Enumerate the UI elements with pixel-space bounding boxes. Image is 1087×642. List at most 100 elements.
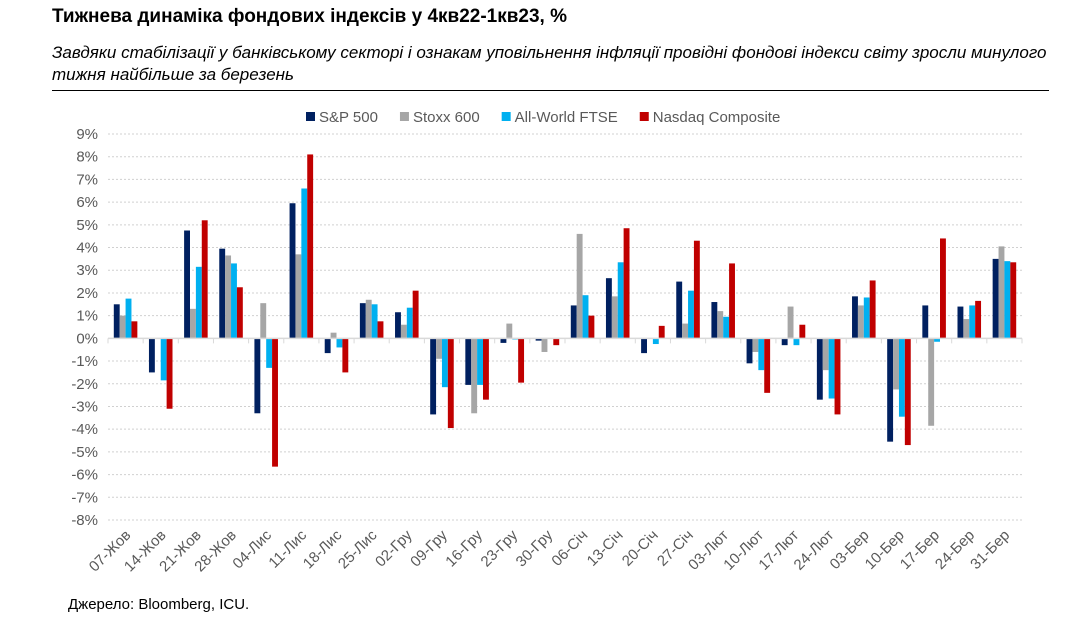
bar-nasdaq-composite — [483, 338, 489, 400]
bar-all-world-ftse — [863, 297, 870, 339]
bar-stoxx-600 — [260, 303, 267, 339]
bar-nasdaq-composite — [307, 154, 314, 339]
bar-s-p-500 — [992, 258, 999, 339]
y-tick-label: 0% — [76, 330, 98, 347]
bar-all-world-ftse — [1004, 261, 1011, 339]
y-tick-label: 4% — [76, 240, 98, 257]
bar-stoxx-600 — [436, 338, 442, 359]
header-divider — [52, 90, 1049, 91]
bar-all-world-ftse — [160, 338, 167, 381]
bar-nasdaq-composite — [975, 300, 982, 339]
bar-stoxx-600 — [471, 338, 478, 414]
bar-s-p-500 — [887, 338, 894, 442]
bar-all-world-ftse — [828, 338, 835, 399]
bar-all-world-ftse — [758, 338, 765, 371]
bar-s-p-500 — [676, 281, 683, 339]
bar-s-p-500 — [465, 338, 472, 385]
bar-stoxx-600 — [717, 311, 724, 339]
bar-nasdaq-composite — [166, 338, 173, 409]
bar-stoxx-600 — [541, 338, 548, 352]
bar-stoxx-600 — [576, 233, 583, 339]
bar-s-p-500 — [641, 338, 647, 354]
bar-all-world-ftse — [582, 295, 589, 339]
bar-stoxx-600 — [893, 338, 899, 390]
bar-all-world-ftse — [301, 188, 308, 339]
y-tick-label: -2% — [71, 376, 98, 393]
x-tick-label: 24-Лют — [791, 527, 838, 574]
bar-all-world-ftse — [617, 262, 624, 339]
bar-all-world-ftse — [898, 338, 905, 417]
legend-swatch — [639, 112, 649, 121]
bar-nasdaq-composite — [729, 263, 735, 339]
y-tick-label: 2% — [76, 285, 98, 302]
bar-stoxx-600 — [295, 254, 302, 339]
bar-all-world-ftse — [652, 338, 659, 345]
bar-s-p-500 — [605, 278, 612, 339]
bar-all-world-ftse — [371, 304, 378, 339]
bar-s-p-500 — [148, 338, 155, 373]
bar-s-p-500 — [500, 338, 507, 343]
y-tick-label: -3% — [71, 398, 98, 415]
bar-nasdaq-composite — [834, 338, 841, 415]
y-tick-label: 7% — [76, 171, 98, 188]
chart-title: Тижнева динаміка фондових індексів у 4кв… — [52, 6, 568, 27]
bar-nasdaq-composite — [342, 338, 349, 373]
legend-swatch — [399, 112, 409, 121]
y-tick-label: 3% — [76, 262, 98, 279]
bar-s-p-500 — [535, 338, 542, 341]
legend-swatch — [306, 112, 315, 121]
x-tick-label: 04-Лис — [229, 526, 275, 572]
y-tick-label: -5% — [71, 444, 98, 461]
bar-stoxx-600 — [963, 319, 970, 339]
bar-nasdaq-composite — [272, 338, 278, 467]
bar-s-p-500 — [254, 338, 261, 414]
bar-stoxx-600 — [928, 338, 935, 426]
x-tick-label: 09-Гру — [407, 526, 451, 570]
bar-stoxx-600 — [330, 332, 337, 339]
bar-stoxx-600 — [189, 308, 196, 339]
legend-label: S&P 500 — [319, 109, 378, 126]
y-tick-label: -6% — [71, 467, 98, 484]
bar-s-p-500 — [359, 303, 366, 339]
y-tick-label: 6% — [76, 194, 98, 211]
chart-subtitle: Завдяки стабілізації у банківському сект… — [52, 43, 1047, 84]
bar-s-p-500 — [957, 306, 964, 339]
bar-nasdaq-composite — [201, 220, 208, 339]
bar-all-world-ftse — [266, 338, 273, 368]
legend-label: Stoxx 600 — [413, 109, 480, 126]
legend-label: Nasdaq Composite — [653, 109, 781, 126]
bar-all-world-ftse — [477, 338, 484, 385]
bar-nasdaq-composite — [764, 338, 771, 393]
bar-stoxx-600 — [787, 306, 794, 339]
bar-s-p-500 — [184, 230, 190, 339]
x-tick-label: 31-Бер — [967, 527, 1013, 573]
y-tick-label: -1% — [71, 353, 98, 370]
x-tick-label: 06-Січ — [549, 527, 592, 570]
bar-nasdaq-composite — [904, 338, 911, 446]
bar-all-world-ftse — [406, 307, 413, 339]
bar-all-world-ftse — [723, 316, 730, 339]
bar-nasdaq-composite — [940, 238, 946, 339]
bar-nasdaq-composite — [131, 321, 138, 339]
bar-nasdaq-composite — [869, 280, 876, 339]
bar-s-p-500 — [395, 312, 401, 339]
bar-stoxx-600 — [998, 246, 1005, 339]
bar-s-p-500 — [430, 338, 437, 415]
bar-nasdaq-composite — [799, 324, 806, 339]
bar-stoxx-600 — [365, 299, 372, 339]
bar-nasdaq-composite — [447, 338, 454, 429]
bar-all-world-ftse — [336, 338, 343, 348]
y-tick-label: -4% — [71, 421, 98, 438]
y-tick-label: 8% — [76, 149, 98, 166]
legend-label: All-World FTSE — [515, 109, 618, 126]
bar-s-p-500 — [852, 296, 858, 339]
bar-stoxx-600 — [119, 315, 126, 339]
y-tick-label: -8% — [71, 512, 98, 529]
bar-s-p-500 — [219, 248, 226, 339]
bar-stoxx-600 — [682, 323, 689, 339]
bar-nasdaq-composite — [623, 228, 630, 339]
x-tick-label: 23-Гру — [478, 526, 522, 570]
bar-nasdaq-composite — [1010, 262, 1017, 339]
bar-all-world-ftse — [231, 263, 237, 339]
